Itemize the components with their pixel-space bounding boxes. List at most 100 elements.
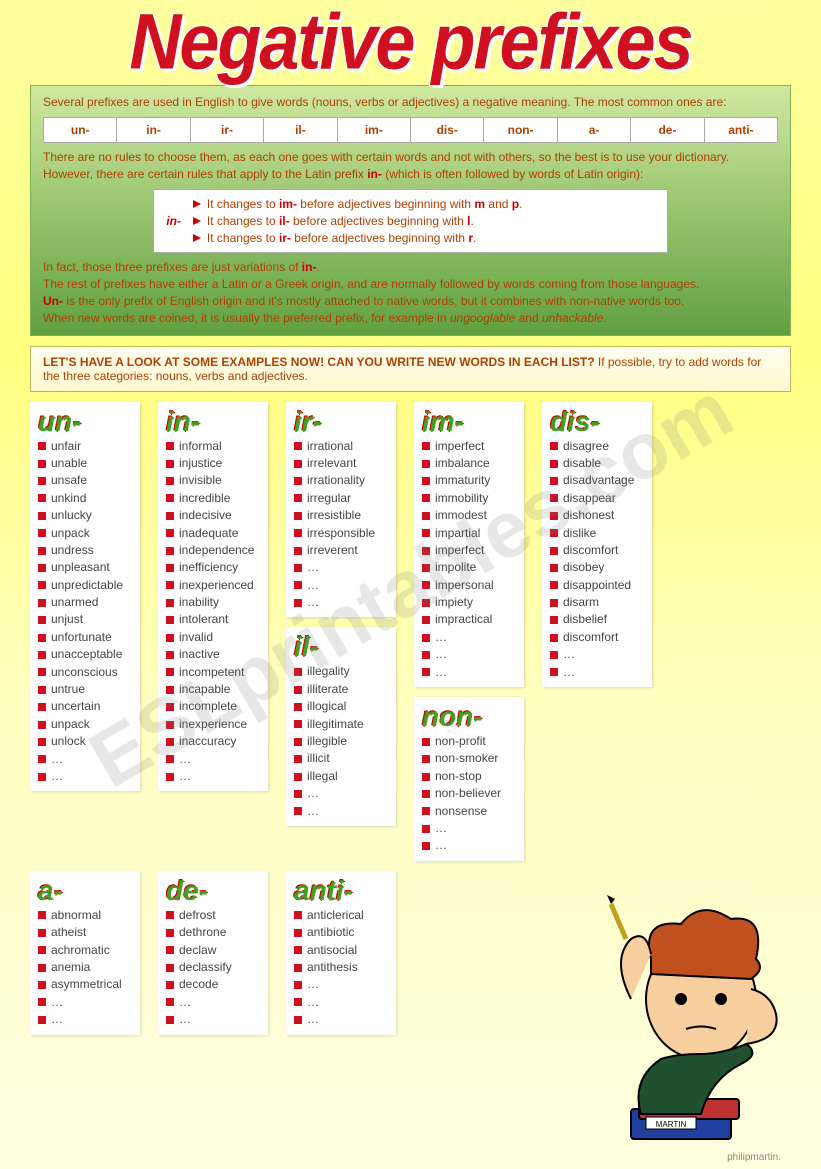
list-item: unpleasant: [38, 559, 130, 576]
list-item: anemia: [38, 959, 130, 976]
page-title: Negative prefixes: [30, 7, 791, 78]
bullet-icon: [38, 721, 46, 729]
bullet-icon: [294, 911, 302, 919]
bullet-icon: [550, 477, 558, 485]
list-item: declassify: [166, 959, 258, 976]
list-item: disobey: [550, 559, 642, 576]
bullet-icon: [166, 599, 174, 607]
list-item: unjust: [38, 611, 130, 628]
arrow-icon: [193, 234, 201, 242]
list-item: antithesis: [294, 959, 386, 976]
bullet-icon: [294, 807, 302, 815]
list-item: …: [294, 577, 386, 594]
bullet-icon: [38, 1016, 46, 1024]
list-item: irrationality: [294, 472, 386, 489]
bullet-icon: [294, 1016, 302, 1024]
bullet-icon: [38, 477, 46, 485]
bullet-icon: [422, 599, 430, 607]
bullet-icon: [38, 616, 46, 624]
bullet-icon: [294, 720, 302, 728]
list-item: irresistible: [294, 507, 386, 524]
bullet-icon: [294, 686, 302, 694]
rule-line: It changes to ir- before adjectives begi…: [193, 230, 655, 247]
bullet-icon: [550, 668, 558, 676]
list-item: unlucky: [38, 507, 130, 524]
prefix-cell: un-: [44, 118, 117, 143]
text: .: [603, 311, 606, 325]
col-dis: dis-disagreedisabledisadvantagedisappear…: [542, 402, 652, 687]
bullet-icon: [550, 599, 558, 607]
bullet-icon: [294, 703, 302, 711]
col-header: im-: [422, 408, 514, 436]
list-item: …: [294, 594, 386, 611]
list-item: informal: [166, 438, 258, 455]
list-item: unfair: [38, 438, 130, 455]
bullet-icon: [550, 494, 558, 502]
list-item: anticlerical: [294, 907, 386, 924]
col-un: un-unfairunableunsafeunkindunluckyunpack…: [30, 402, 140, 792]
list-item: invalid: [166, 629, 258, 646]
list-item: illicit: [294, 750, 386, 767]
bullet-icon: [38, 442, 46, 450]
bullet-icon: [166, 929, 174, 937]
bullet-icon: [550, 512, 558, 520]
prefix-cell: il-: [264, 118, 337, 143]
list-item: …: [38, 1011, 130, 1028]
bullet-icon: [38, 755, 46, 763]
text: When new words are coined, it is usually…: [43, 311, 450, 325]
bullet-icon: [166, 964, 174, 972]
list-item: disarm: [550, 594, 642, 611]
list-item: antibiotic: [294, 924, 386, 941]
list-item: …: [294, 559, 386, 576]
bullet-icon: [38, 738, 46, 746]
list-item: unfortunate: [38, 629, 130, 646]
credit: philipmartin.: [727, 1152, 781, 1163]
list-item: …: [422, 837, 514, 854]
bullet-icon: [550, 651, 558, 659]
list-item: invisible: [166, 472, 258, 489]
list-item: immodest: [422, 507, 514, 524]
prefix-row: un-in-ir-il-im-dis-non-a-de-anti-: [43, 117, 778, 144]
rule-line: It changes to im- before adjectives begi…: [193, 196, 655, 213]
list-item: immobility: [422, 490, 514, 507]
prefix-cell: anti-: [705, 118, 777, 143]
list-item: undress: [38, 542, 130, 559]
bullet-icon: [422, 755, 430, 763]
list-item: unconscious: [38, 664, 130, 681]
list-item: …: [166, 768, 258, 785]
list-item: disappear: [550, 490, 642, 507]
bullet-icon: [38, 703, 46, 711]
bullet-icon: [166, 529, 174, 537]
text: unhackable: [542, 311, 603, 325]
bullet-icon: [166, 581, 174, 589]
list-item: irrational: [294, 438, 386, 455]
col-header: un-: [38, 408, 130, 436]
text: ungooglable: [450, 311, 515, 325]
list-item: disbelief: [550, 611, 642, 628]
list-item: irrelevant: [294, 455, 386, 472]
bullet-icon: [166, 911, 174, 919]
bullet-icon: [294, 564, 302, 572]
list-item: non-smoker: [422, 750, 514, 767]
prefix-cell: a-: [558, 118, 631, 143]
text: is the only prefix of English origin and…: [63, 294, 684, 308]
bullet-icon: [38, 773, 46, 781]
bullet-icon: [422, 738, 430, 746]
list-item: unlock: [38, 733, 130, 750]
bullet-icon: [422, 825, 430, 833]
col-de: de-defrostdethronedeclawdeclassifydecode…: [158, 871, 268, 1035]
bullet-icon: [550, 564, 558, 572]
bullet-icon: [166, 686, 174, 694]
bullet-icon: [166, 460, 174, 468]
list-item: non-profit: [422, 733, 514, 750]
list-item: …: [294, 976, 386, 993]
col-il: il-illegalityilliterateillogicalillegiti…: [286, 627, 396, 826]
list-item: …: [294, 803, 386, 820]
bullet-icon: [294, 460, 302, 468]
col-header: de-: [166, 877, 258, 905]
col-ir-il-wrap: ir-irrationalirrelevantirrationalityirre…: [286, 402, 396, 826]
list-item: dislike: [550, 525, 642, 542]
bullet-icon: [38, 981, 46, 989]
list-item: unsafe: [38, 472, 130, 489]
list-item: unarmed: [38, 594, 130, 611]
